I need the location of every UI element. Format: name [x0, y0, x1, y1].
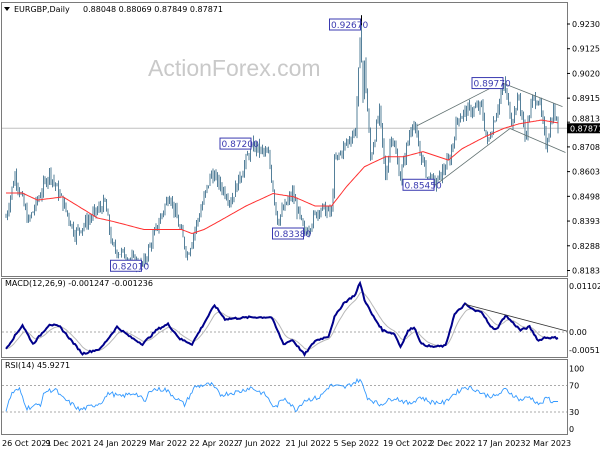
panel-frame: [2, 279, 568, 358]
date-tick-label: 22 Apr 2022: [190, 439, 239, 448]
date-tick-label: 26 Oct 2021: [2, 439, 51, 448]
macd-title: MACD(12,26,9) -0.001247 -0.001236: [5, 279, 153, 288]
date-tick-label: 19 Oct 2022: [383, 439, 432, 448]
annotation-label: 0.89770: [474, 80, 511, 90]
macd-panel: 0.011023 0.00 -0.005182: [2, 279, 600, 358]
annotation-label: 0.87200: [222, 140, 259, 150]
annotation-label: 0.83380: [274, 230, 311, 240]
rsi-panel: 100 70 30 0: [2, 360, 585, 435]
macd-tick-label: -0.005182: [569, 346, 600, 355]
macd-tick-label: 0.011023: [569, 282, 600, 291]
rsi-tick-label: 70: [569, 381, 579, 390]
date-tick-label: 7 Jun 2022: [238, 439, 281, 448]
date-tick-label: 2 Mar 2023: [526, 439, 572, 448]
rsi-title: RSI(14) 45.9271: [5, 361, 70, 370]
date-tick-label: 5 Sep 2022: [334, 439, 380, 448]
rsi-tick-label: 30: [569, 408, 579, 417]
watermark: ActionForex.com: [148, 55, 321, 81]
annotation-label: 0.85450: [405, 181, 442, 191]
panel-frame: [2, 360, 568, 435]
date-tick-label: 17 Jan 2023: [478, 439, 526, 448]
date-tick-label: 24 Jan 2022: [94, 439, 142, 448]
date-tick-label: 9 Dec 2021: [46, 439, 92, 448]
current-price-label: 0.87871: [570, 124, 600, 133]
annotation-label: 0.82010: [112, 262, 149, 272]
rsi-tick-label: 0: [569, 425, 574, 434]
date-tick-label: 21 Jul 2022: [286, 439, 331, 448]
rsi-tick-label: 100: [569, 365, 584, 374]
annotation-label: 0.92670: [331, 21, 368, 31]
date-tick-label: 2 Dec 2022: [430, 439, 476, 448]
ohlc-values: 0.88048 0.88069 0.87849 0.87871: [83, 5, 223, 14]
date-tick-label: 9 Mar 2022: [142, 439, 188, 448]
symbol-title: EURGBP,Daily: [14, 5, 70, 14]
macd-tick-label: 0.00: [569, 328, 587, 337]
